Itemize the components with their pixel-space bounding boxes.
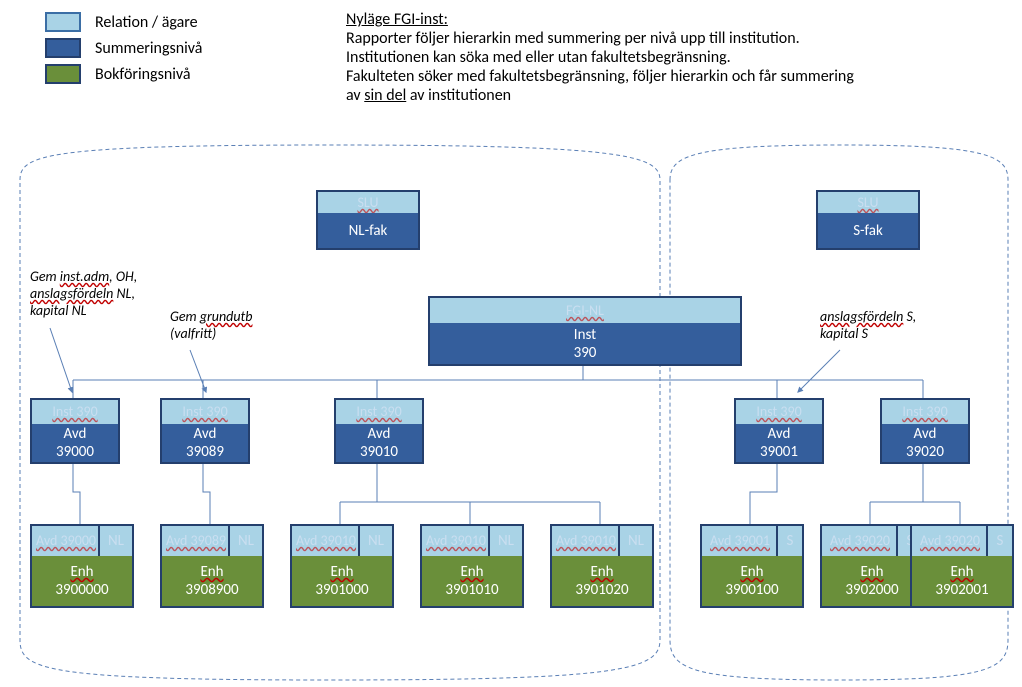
- node-header: Avd 39000: [32, 526, 100, 556]
- legend-swatch-booking: [45, 64, 81, 84]
- annotation-a3: anslagsfördeln S,kapital S: [820, 308, 990, 342]
- node-header: Avd 39010: [552, 526, 620, 556]
- node-header: Inst 390: [162, 400, 248, 424]
- node-body: Avd39000: [32, 424, 118, 462]
- node-header: Avd 39020: [822, 526, 898, 556]
- node-body: Inst390: [430, 323, 740, 364]
- node-side-tag: NL: [358, 526, 392, 556]
- node-side-tag: NL: [98, 526, 132, 556]
- node-body: Enh3901020: [552, 556, 652, 606]
- node-header: Inst 390: [32, 400, 118, 424]
- node-side-tag: NL: [228, 526, 262, 556]
- node-header: Inst 390: [882, 400, 968, 424]
- node-header: SLU: [818, 192, 918, 213]
- node-enh-3901000: NLAvd 39010Enh3901000: [290, 524, 394, 608]
- node-header: Avd 39020: [912, 526, 988, 556]
- node-body: Avd39089: [162, 424, 248, 462]
- node-body: Enh3902000: [822, 556, 922, 606]
- node-body: Enh3901010: [422, 556, 522, 606]
- node-slu-s: SLUS-fak: [816, 190, 920, 250]
- node-header: SLU: [318, 192, 418, 213]
- node-enh-3900100: SAvd 39001Enh3900100: [700, 524, 804, 608]
- legend: Relation / ägare Summeringsnivå Bokförin…: [45, 12, 202, 84]
- node-avd-39089: Inst 390Avd39089: [160, 398, 250, 464]
- node-body: Enh3908900: [162, 556, 262, 606]
- node-body: Avd39020: [882, 424, 968, 462]
- node-body: Enh3900000: [32, 556, 132, 606]
- node-avd-39001: Inst 390Avd39001: [734, 398, 824, 464]
- diagram-stage: Relation / ägare Summeringsnivå Bokförin…: [0, 0, 1022, 687]
- node-enh-3900000: NLAvd 39000Enh3900000: [30, 524, 134, 608]
- node-body: Enh3901000: [292, 556, 392, 606]
- node-header: Avd 39010: [422, 526, 490, 556]
- node-body: Avd39001: [736, 424, 822, 462]
- node-header: Inst 390: [336, 400, 422, 424]
- node-body: NL-fak: [318, 213, 418, 248]
- node-side-tag: NL: [488, 526, 522, 556]
- node-enh-3908900: NLAvd 39089Enh3908900: [160, 524, 264, 608]
- node-avd-39010: Inst 390Avd39010: [334, 398, 424, 464]
- node-avd-39020: Inst 390Avd39020: [880, 398, 970, 464]
- node-body: Enh3900100: [702, 556, 802, 606]
- node-header: Avd 39001: [702, 526, 778, 556]
- node-slu-nl: SLUNL-fak: [316, 190, 420, 250]
- heading: Nyläge FGI-inst:: [346, 10, 996, 29]
- node-enh-3902001: SAvd 39020Enh3902001: [910, 524, 1014, 608]
- node-enh-3902000: SAvd 39020Enh3902000: [820, 524, 924, 608]
- node-enh-3901010: NLAvd 39010Enh3901010: [420, 524, 524, 608]
- legend-swatch-summary: [45, 38, 81, 58]
- node-header: FGI-NL: [430, 298, 740, 323]
- legend-label-relation: Relation / ägare: [95, 13, 198, 32]
- node-body: Enh3902001: [912, 556, 1012, 606]
- node-side-tag: S: [986, 526, 1012, 556]
- description-text: Rapporter följer hierarkin med summering…: [346, 29, 996, 105]
- legend-label-summary: Summeringsnivå: [95, 39, 202, 58]
- annotation-a2: Gem grundutb(valfritt): [170, 308, 310, 342]
- legend-label-booking: Bokföringsnivå: [95, 65, 191, 84]
- node-fgi: FGI-NLInst390: [428, 296, 742, 366]
- node-body: Avd39010: [336, 424, 422, 462]
- node-side-tag: NL: [618, 526, 652, 556]
- node-header: Avd 39010: [292, 526, 360, 556]
- legend-swatch-relation: [45, 12, 81, 32]
- node-avd-39000: Inst 390Avd39000: [30, 398, 120, 464]
- node-header: Inst 390: [736, 400, 822, 424]
- node-side-tag: S: [776, 526, 802, 556]
- node-body: S-fak: [818, 213, 918, 248]
- description-block: Nyläge FGI-inst: Rapporter följer hierar…: [346, 10, 996, 105]
- node-enh-3901020: NLAvd 39010Enh3901020: [550, 524, 654, 608]
- node-header: Avd 39089: [162, 526, 230, 556]
